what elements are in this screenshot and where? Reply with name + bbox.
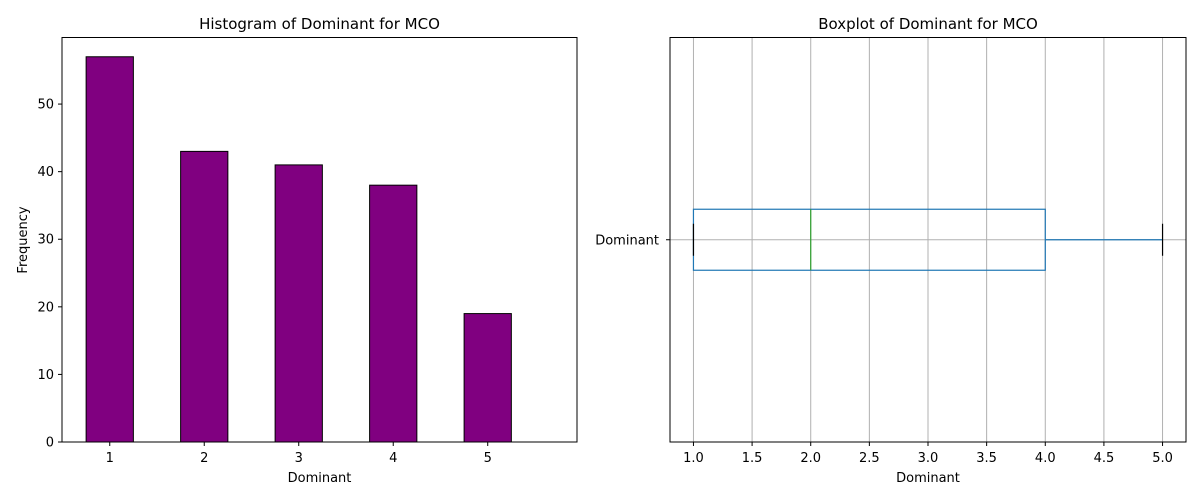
histogram-x-tick-label: 2: [200, 451, 208, 466]
boxplot-y-tick-label: Dominant: [595, 233, 659, 248]
histogram-y-tick-label: 40: [37, 165, 54, 180]
histogram-y-tick-label: 0: [46, 436, 54, 451]
histogram-chart: Histogram of Dominant for MCO 1 2 3 4 5 0 10 2…: [16, 15, 578, 486]
boxplot-x-tick-label: 2.5: [859, 451, 880, 466]
boxplot-x-tick-label: 3.0: [918, 451, 939, 466]
boxplot-x-ticks: 1.0 1.5 2.0 2.5 3.0 3.5 4.0 4.5 5.0: [683, 442, 1173, 466]
histogram-y-axis-label: Frequency: [16, 206, 31, 273]
boxplot-plot-frame: [669, 37, 1187, 443]
histogram-x-tick-label: 5: [484, 451, 492, 466]
histogram-bar-1: [85, 56, 134, 443]
boxplot-x-tick-label: 4.5: [1094, 451, 1115, 466]
histogram-x-tick-label: 1: [106, 451, 114, 466]
boxplot-x-tick-label: 4.0: [1035, 451, 1056, 466]
boxplot-x-tick-label: 3.5: [976, 451, 997, 466]
histogram-x-tick-label: 3: [295, 451, 303, 466]
histogram-plot-frame: [61, 37, 578, 443]
histogram-y-tick-label: 50: [37, 98, 54, 113]
boxplot-x-tick-label: 1.5: [742, 451, 763, 466]
histogram-x-tick-label: 4: [389, 451, 397, 466]
boxplot-x-tick-label: 2.0: [800, 451, 821, 466]
boxplot-x-axis-label: Dominant: [896, 471, 960, 486]
boxplot-title: Boxplot of Dominant for MCO: [818, 15, 1038, 33]
histogram-y-tick-label: 10: [37, 368, 54, 383]
histogram-x-ticks: 1 2 3 4 5: [106, 442, 492, 466]
boxplot-chart: Boxplot of Dominant for MCO 1.0 1.5 2.0 2.5…: [595, 15, 1187, 486]
histogram-bar-4: [369, 184, 418, 443]
boxplot-marks: [692, 208, 1164, 271]
histogram-bar-5: [463, 313, 512, 443]
histogram-bars: [85, 56, 512, 443]
histogram-title: Histogram of Dominant for MCO: [199, 15, 440, 33]
histogram-bar-2: [180, 150, 229, 443]
boxplot-x-tick-label: 5.0: [1152, 451, 1173, 466]
histogram-x-axis-label: Dominant: [288, 471, 352, 486]
histogram-y-ticks: 0 10 20 30 40 50: [37, 98, 62, 451]
histogram-bar-3: [274, 164, 323, 443]
histogram-y-tick-label: 20: [37, 300, 54, 315]
boxplot-x-tick-label: 1.0: [683, 451, 704, 466]
boxplot-y-ticks: Dominant: [595, 233, 670, 248]
histogram-y-tick-label: 30: [37, 233, 54, 248]
